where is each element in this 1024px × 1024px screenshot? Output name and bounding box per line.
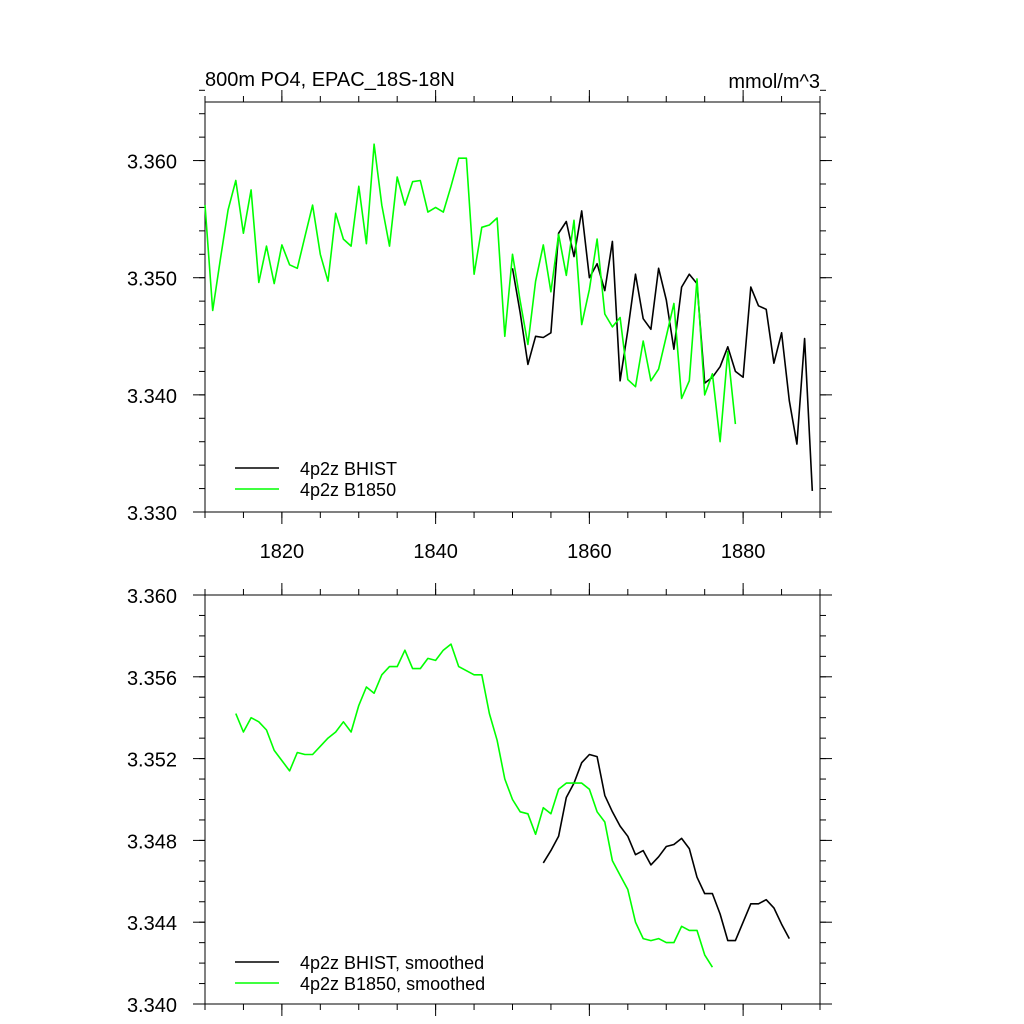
y-tick-label: 3.348 xyxy=(127,831,177,853)
series-line-1 xyxy=(204,143,737,443)
top-panel: 800m PO4, EPAC_18S-18N mmol/m^3 1820 1840… xyxy=(127,69,832,563)
y-tick-label: 3.340 xyxy=(127,386,177,408)
units-label: mmol/m^3 xyxy=(728,71,820,93)
legend-label: 4p2z BHIST xyxy=(300,459,397,479)
y-tick-label: 3.352 xyxy=(127,750,177,772)
series-line-0 xyxy=(511,210,814,491)
chart-title: 800m PO4, EPAC_18S-18N xyxy=(205,69,455,91)
y-tick-label: 3.344 xyxy=(127,913,177,935)
series-line-1 xyxy=(235,643,714,968)
y-tick-label: 3.330 xyxy=(127,503,177,525)
x-tick-label: 1820 xyxy=(260,541,305,563)
y-tick-label: 3.360 xyxy=(127,152,177,174)
legend-label: 4p2z BHIST, smoothed xyxy=(300,953,484,973)
y-tick-label: 3.356 xyxy=(127,668,177,690)
x-tick-label: 1840 xyxy=(413,541,458,563)
y-tick-label: 3.350 xyxy=(127,269,177,291)
x-tick-label: 1860 xyxy=(567,541,612,563)
bottom-panel: 3.340 3.344 3.348 3.352 3.356 3.360 4p2z BHIS… xyxy=(127,583,832,1017)
x-tick-label: 1880 xyxy=(721,541,766,563)
legend-label: 4p2z B1850, smoothed xyxy=(300,974,485,994)
series-line-0 xyxy=(542,753,791,942)
y-tick-label: 3.340 xyxy=(127,995,177,1017)
y-tick-label: 3.360 xyxy=(127,586,177,608)
legend-label: 4p2z B1850 xyxy=(300,480,396,500)
